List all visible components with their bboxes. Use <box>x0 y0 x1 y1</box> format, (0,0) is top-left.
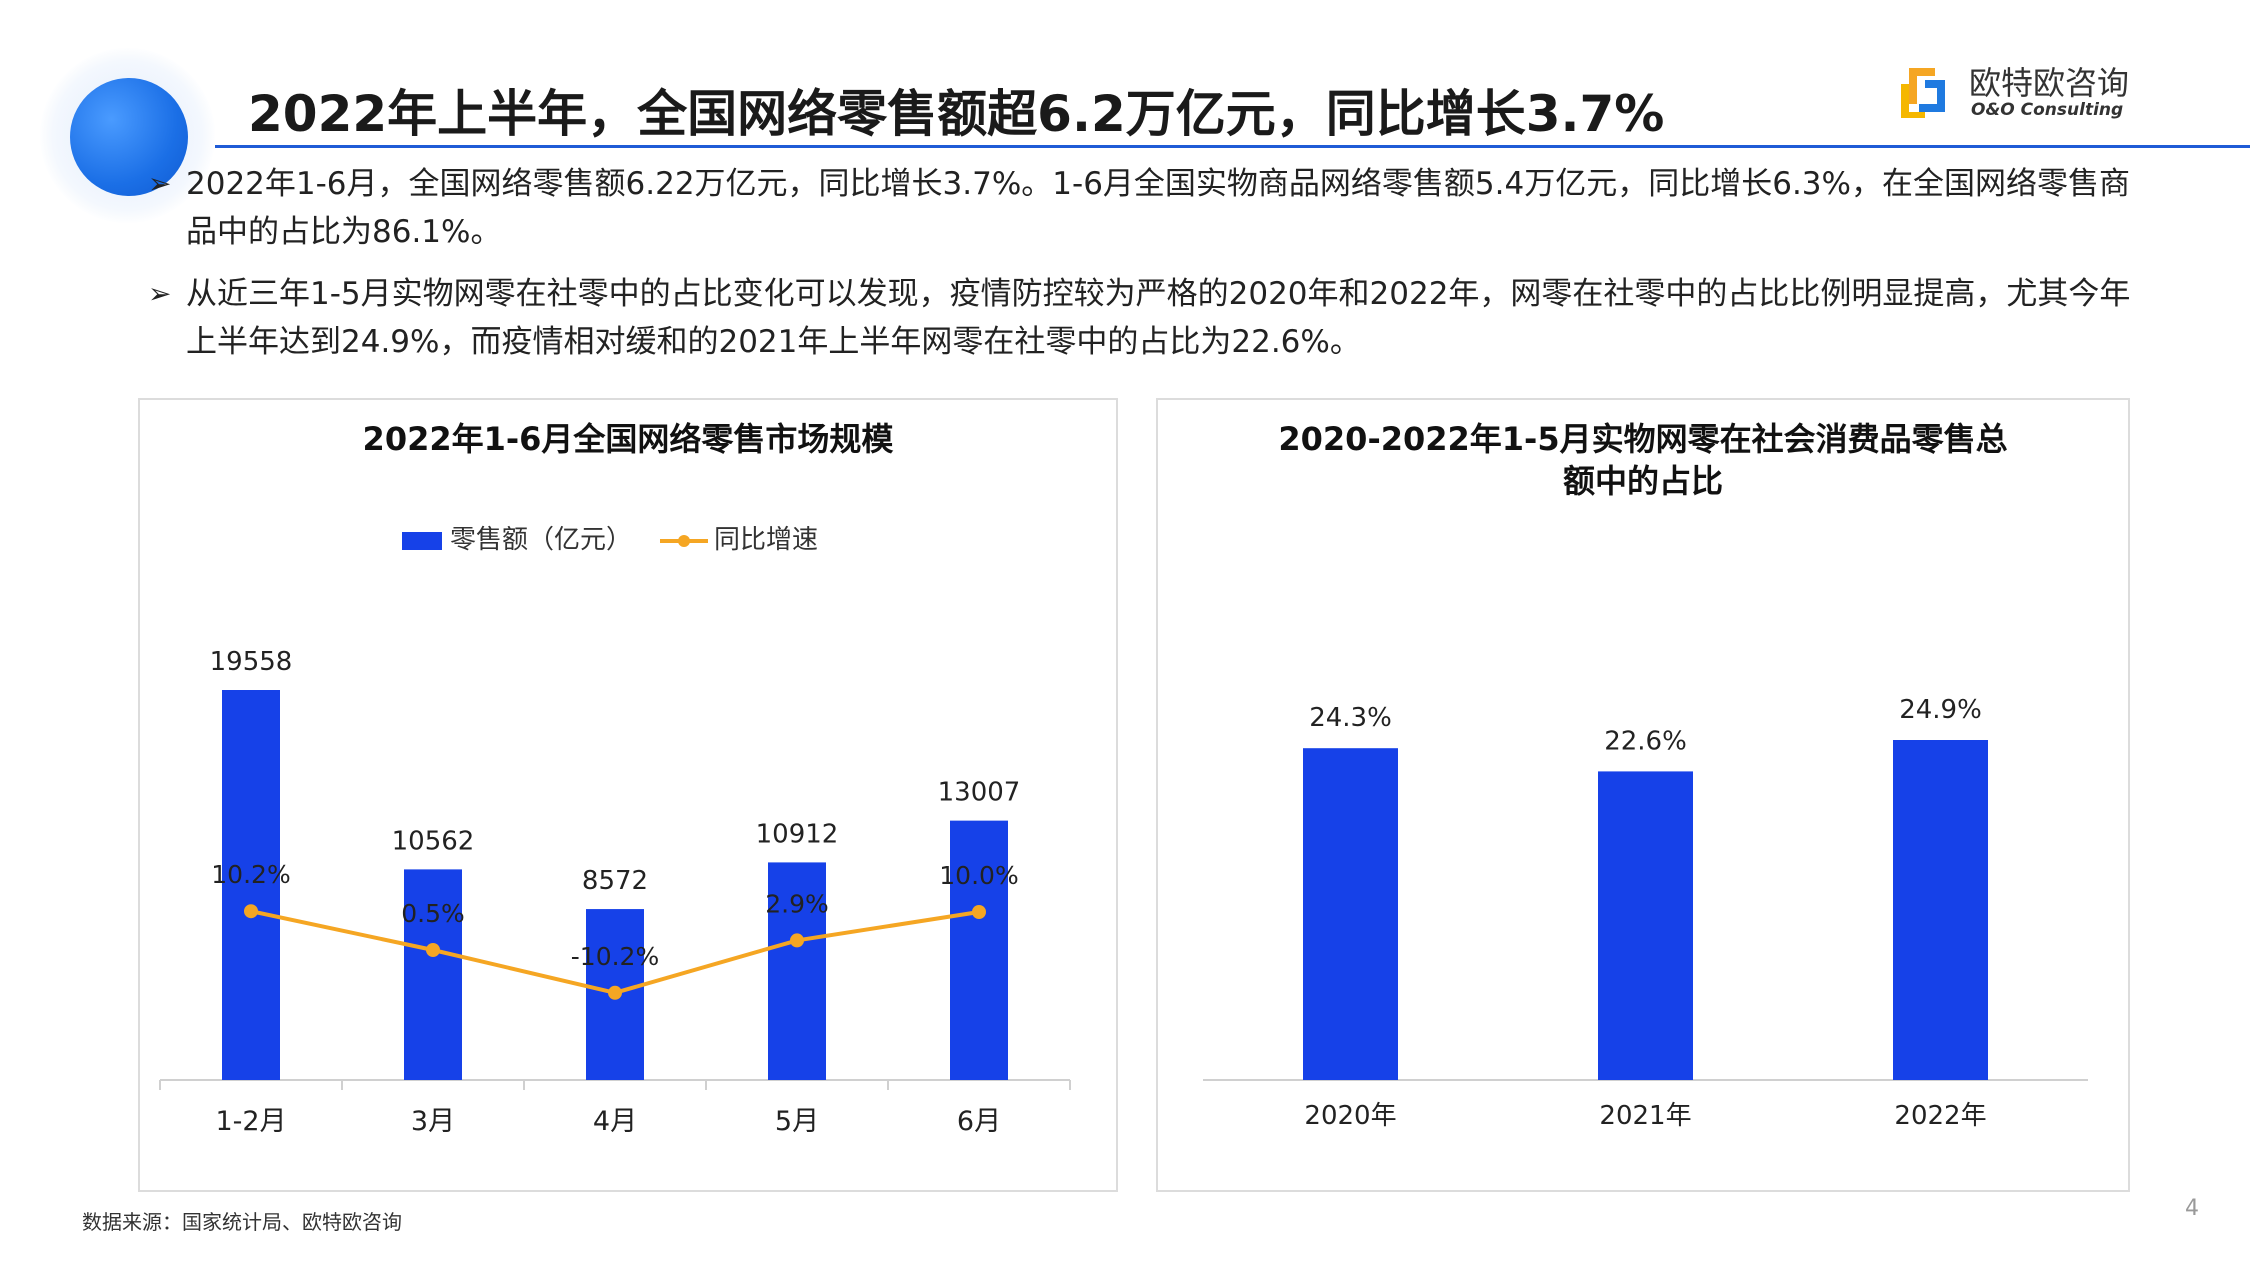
chart-title: 2020-2022年1-5月实物网零在社会消费品零售总额中的占比 <box>1278 420 2008 500</box>
chart-panel-online-share: 2020-2022年1-5月实物网零在社会消费品零售总额中的占比 24.3% 20… <box>1156 398 2130 1192</box>
bullet-arrow-icon: ➢ <box>148 277 172 310</box>
growth-value-label: 10.0% <box>939 861 1018 890</box>
growth-value-label: 10.2% <box>211 860 290 889</box>
bullet-text: 从近三年1-5月实物网零在社零中的占比变化可以发现，疫情防控较为严格的2020年… <box>186 276 2131 360</box>
chart-legend: 零售额（亿元） 同比增速 <box>402 525 818 555</box>
growth-point <box>790 933 804 948</box>
x-tick-label: 2020年 <box>1304 1101 1396 1131</box>
retail-scale-chart: 零售额（亿元） 同比增速 19558 1-2月 10562 3月 8572 4月 10912 5月… <box>159 525 1071 1137</box>
bar <box>404 869 462 1080</box>
bar-value-label: 22.6% <box>1604 726 1687 756</box>
decorative-circle <box>70 78 188 196</box>
slide-title: 2022年上半年，全国网络零售额超6.2万亿元，同比增长3.7% <box>248 85 1665 143</box>
bullet-list: ➢ 2022年1-6月，全国网络零售额6.22万亿元，同比增长3.7%。1-6月… <box>148 160 2148 380</box>
chart-title: 2022年1-6月全国网络零售市场规模 <box>362 420 894 458</box>
logo-icon <box>1901 68 1945 118</box>
growth-value-label: 2.9% <box>765 889 829 918</box>
x-tick-label: 2021年 <box>1599 1101 1691 1131</box>
bar <box>1893 740 1988 1080</box>
growth-point <box>972 905 986 919</box>
x-tick-label: 2022年 <box>1894 1101 1986 1131</box>
x-tick-label: 6月 <box>957 1106 1001 1137</box>
company-logo: 欧特欧咨询 O&O Consulting <box>1895 56 2155 126</box>
growth-value-label: 0.5% <box>401 899 465 928</box>
bullet-text: 2022年1-6月，全国网络零售额6.22万亿元，同比增长3.7%。1-6月全国… <box>186 166 2130 250</box>
chart-panel-retail-scale: 2022年1-6月全国网络零售市场规模 零售额（亿元） 同比增速 19558 1-2月… <box>138 398 1118 1192</box>
logo-name: 欧特欧咨询 <box>1969 64 2130 102</box>
growth-value-label: -10.2% <box>571 942 659 971</box>
bar <box>1303 748 1398 1080</box>
bar-value-label: 24.9% <box>1899 695 1982 725</box>
bar-value-label: 24.3% <box>1309 703 1392 733</box>
x-tick-label: 1-2月 <box>215 1106 286 1137</box>
bullet-item: ➢ 从近三年1-5月实物网零在社零中的占比变化可以发现，疫情防控较为严格的202… <box>148 270 2148 366</box>
bar <box>222 690 280 1080</box>
data-source: 数据来源：国家统计局、欧特欧咨询 <box>82 1210 402 1234</box>
growth-point <box>608 985 622 1000</box>
legend-label: 零售额（亿元） <box>450 525 632 555</box>
bar-value-label: 13007 <box>938 778 1021 808</box>
online-share-chart: 24.3% 2020年 22.6% 2021年 24.9% 2022年 <box>1203 695 2088 1131</box>
growth-point <box>426 943 440 957</box>
bar <box>950 820 1008 1080</box>
bullet-arrow-icon: ➢ <box>148 167 172 200</box>
bar <box>1598 771 1693 1080</box>
page-number: 4 <box>2185 1196 2199 1221</box>
x-tick-label: 4月 <box>593 1106 637 1137</box>
bar-value-label: 10562 <box>392 826 475 856</box>
legend-swatch-bar <box>402 532 442 550</box>
x-tick-label: 5月 <box>775 1106 819 1137</box>
legend-label: 同比增速 <box>714 525 818 555</box>
bar-value-label: 10912 <box>756 819 839 849</box>
bullet-item: ➢ 2022年1-6月，全国网络零售额6.22万亿元，同比增长3.7%。1-6月… <box>148 160 2148 256</box>
bar <box>768 862 826 1080</box>
logo-subtitle: O&O Consulting <box>1971 100 2124 120</box>
bar-value-label: 8572 <box>582 866 648 896</box>
growth-point <box>244 904 258 919</box>
title-underline <box>215 145 2250 148</box>
legend-marker <box>678 535 690 547</box>
x-tick-label: 3月 <box>411 1106 455 1137</box>
bar-value-label: 19558 <box>210 647 293 677</box>
